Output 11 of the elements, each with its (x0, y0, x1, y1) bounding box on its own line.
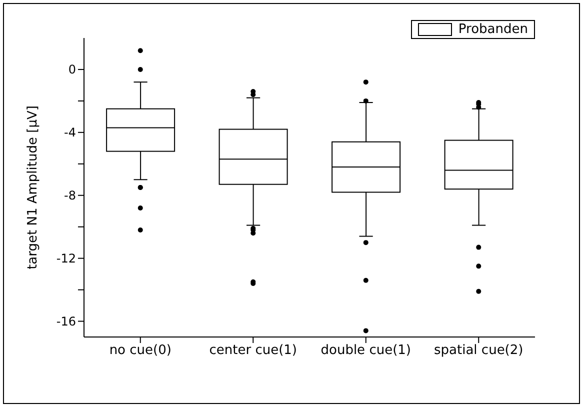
y-axis-title: target N1 Amplitude [µV] (26, 106, 41, 270)
y-tick-label: -16 (56, 314, 76, 329)
x-tick-label: double cue(1) (320, 343, 411, 358)
y-tick-label: 0 (68, 62, 76, 77)
y-tick-label: -4 (64, 126, 76, 140)
y-tick-label: -12 (56, 252, 76, 266)
x-tick-label: center cue(1) (209, 343, 298, 358)
x-tick-label: no cue(0) (109, 343, 172, 358)
legend-label: Probanden (458, 22, 528, 37)
y-tick-label: -8 (64, 188, 76, 203)
x-tick-label: spatial cue(2) (434, 343, 524, 358)
